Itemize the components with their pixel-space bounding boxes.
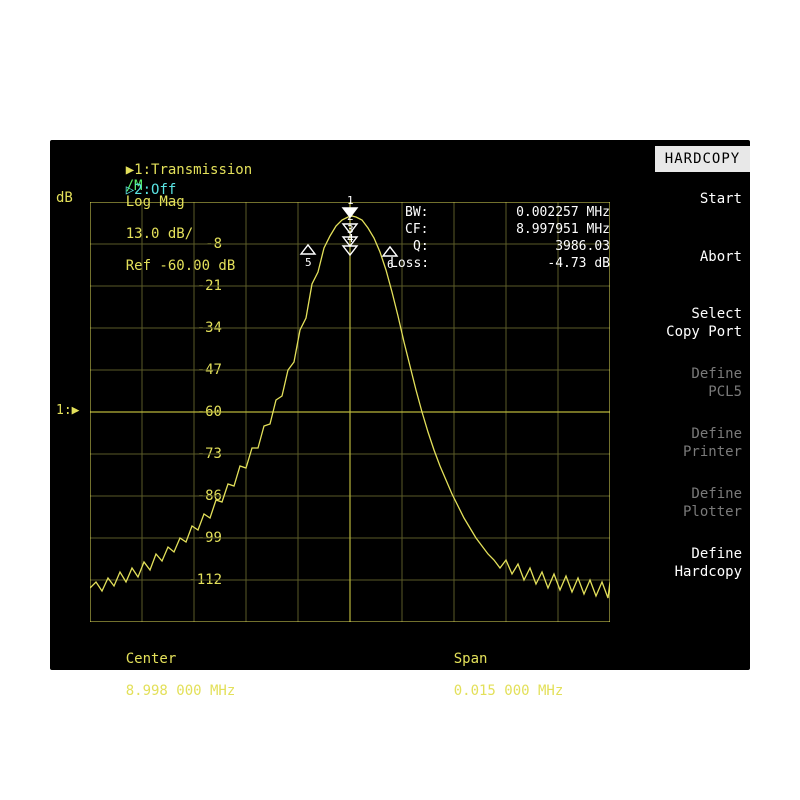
menu-item-define-printer: Define Printer (683, 425, 742, 461)
menu-item-define-pcl5: Define PCL5 (691, 365, 742, 401)
center-value: 8.998 000 MHz (126, 683, 236, 699)
bw-value: 0.002257 MHz (470, 205, 610, 220)
loss-label: Loss: (390, 256, 429, 271)
marker-6 (383, 247, 397, 256)
marker-label-1: 1 (347, 194, 354, 207)
cf-label: CF: (405, 222, 428, 237)
menu-title: HARDCOPY (655, 146, 750, 172)
center-label: Center (126, 651, 177, 667)
loss-value: -4.73 dB (470, 256, 610, 271)
menu-item-abort[interactable]: Abort (700, 248, 742, 266)
span-label: Span (454, 651, 488, 667)
q-label: Q: (413, 239, 429, 254)
marker-5 (301, 245, 315, 254)
marker-label-4: 4 (347, 232, 354, 245)
menu-item-select-copy-port[interactable]: Select Copy Port (666, 305, 742, 341)
menu-item-define-hardcopy[interactable]: Define Hardcopy (675, 545, 742, 581)
trace2-prefix: ▷2: (126, 182, 151, 198)
marker-label-5: 5 (305, 256, 312, 269)
ref-pointer: 1:▶ (56, 403, 79, 418)
trace2-name: Off (151, 182, 176, 198)
span-value: 0.015 000 MHz (454, 683, 564, 699)
menu-item-define-plotter: Define Plotter (683, 485, 742, 521)
menu-item-start[interactable]: Start (700, 190, 742, 208)
cf-value: 8.997951 MHz (470, 222, 610, 237)
softkey-menu: HARDCOPY Start Abort Select Copy Port Defin… (650, 140, 750, 670)
marker-label-2: 2 (347, 210, 354, 223)
yaxis-unit: dB (56, 190, 73, 206)
q-value: 3986.03 (470, 239, 610, 254)
analyzer-screen: ▶1:Transmission /M Log Mag 13.0 dB/ Ref … (50, 140, 750, 670)
bw-label: BW: (405, 205, 428, 220)
